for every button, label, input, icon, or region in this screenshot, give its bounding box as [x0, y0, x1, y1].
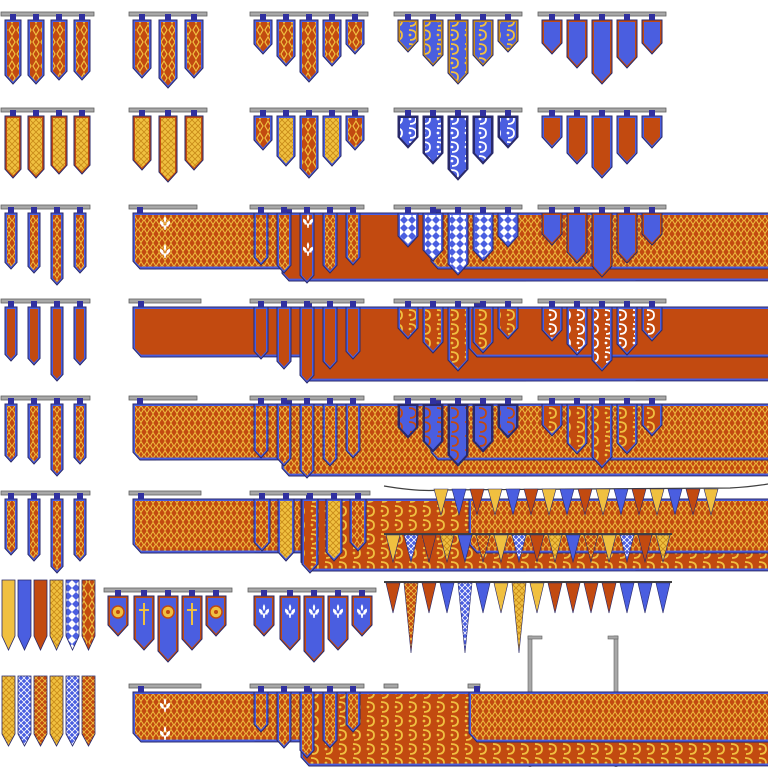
- banner-row1-d: [393, 11, 523, 85]
- fleur-overlays: [159, 214, 314, 740]
- banner-row7-cross: [103, 587, 233, 663]
- banner-row3-c: [249, 204, 365, 284]
- banner-row5-e: [537, 395, 667, 469]
- banner-row3-d: [393, 204, 523, 276]
- banner-row2-d: [393, 107, 523, 181]
- banner-row1-e: [537, 11, 667, 85]
- banner-row2-b: [128, 107, 208, 183]
- banner-row2-c: [249, 107, 369, 179]
- long-streamers: [1, 579, 96, 747]
- bunting-row3: [384, 581, 672, 654]
- banner-row4-c: [249, 298, 365, 384]
- banner-row5-c: [249, 395, 365, 479]
- banner-row2-a: [0, 107, 95, 179]
- banner-row3-e: [537, 204, 667, 278]
- banner-row1-b: [128, 11, 208, 89]
- banner-row6-c: [249, 490, 371, 574]
- banner-row4-e: [537, 298, 667, 372]
- banner-row4-d: [393, 298, 523, 372]
- banner-row4-a: [0, 298, 91, 382]
- banner-row8-c: [249, 683, 365, 759]
- banner-row3-a: [0, 204, 91, 286]
- banner-row7-fleur: [247, 587, 377, 663]
- banner-row1-a: [0, 11, 95, 85]
- banner-row8-b: [128, 683, 768, 767]
- banner-row5-d: [393, 395, 523, 467]
- banner-row6-a: [0, 490, 91, 574]
- banner-row2-e: [537, 107, 667, 179]
- banner-row1-c: [249, 11, 369, 83]
- banner-row5-a: [0, 395, 91, 477]
- bunting-row2: [384, 533, 672, 564]
- bunting-rope-row1: [383, 483, 768, 517]
